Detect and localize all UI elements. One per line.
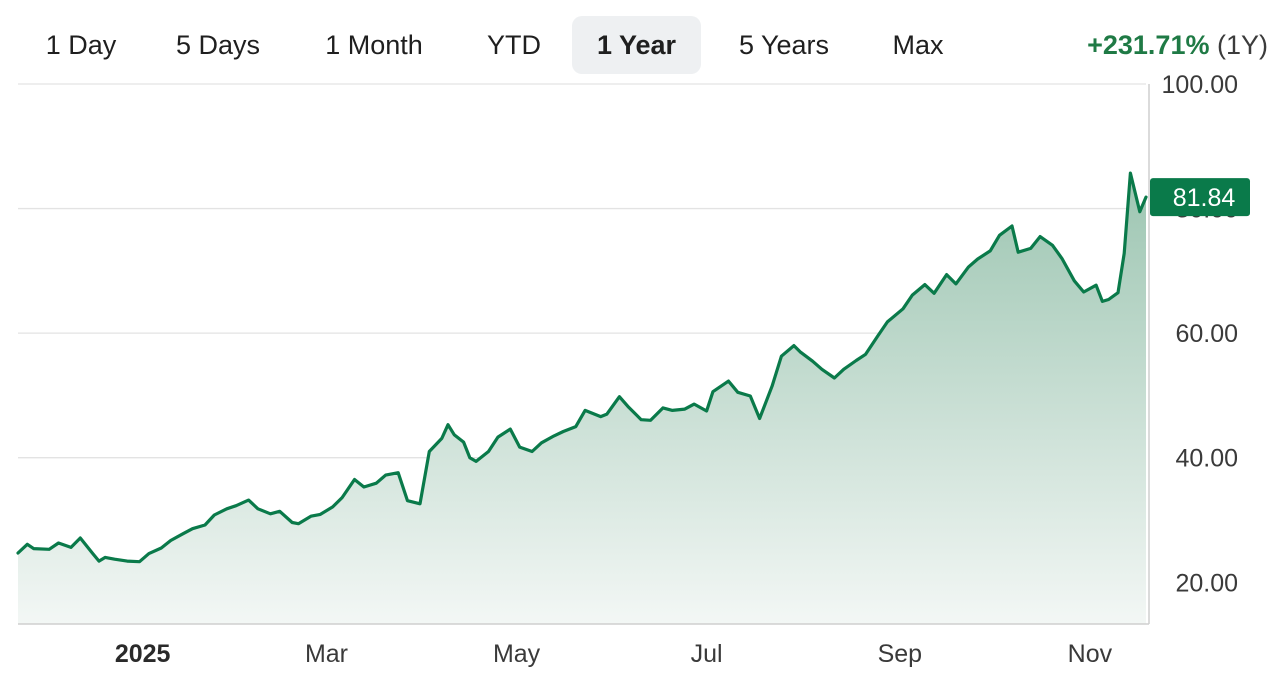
x-tick-label: Nov [1068,640,1113,668]
tab-1-day[interactable]: 1 Day [45,30,117,60]
x-tick-label: Sep [878,640,922,668]
tab-max[interactable]: Max [892,30,944,60]
performance-summary: +231.71% (1Y) [1087,16,1268,74]
last-price-label: 81.84 [1173,184,1236,212]
change-period: (1Y) [1216,30,1268,60]
x-tick-label: May [493,640,541,668]
price-area-fill [18,173,1146,624]
tab-ytd[interactable]: YTD [487,30,541,60]
price-line [16,171,1148,564]
tab-1-year[interactable]: 1 Year [572,16,701,74]
y-tick-label: 60.00 [1175,320,1238,348]
tab-5-days[interactable]: 5 Days [175,30,261,60]
y-tick-label: 100.00 [1162,71,1238,99]
axes [18,84,1150,625]
x-tick-label: Mar [305,640,348,668]
y-tick-label: 20.00 [1175,569,1238,597]
tab-1-month[interactable]: 1 Month [325,30,423,60]
price-area [18,173,1146,624]
price-line-layer [16,171,1148,564]
x-tick-label: 2025 [115,640,171,668]
percent-change: +231.71% [1087,30,1210,60]
tab-5-years[interactable]: 5 Years [738,30,830,60]
x-tick-label: Jul [691,640,723,668]
y-tick-label: 40.00 [1175,445,1238,473]
x-axis-ticks: 2025 Mar May Jul Sep Nov [115,640,1113,668]
last-price-badge-layer: 81.84 [1150,178,1250,217]
last-price-badge [1150,178,1250,217]
